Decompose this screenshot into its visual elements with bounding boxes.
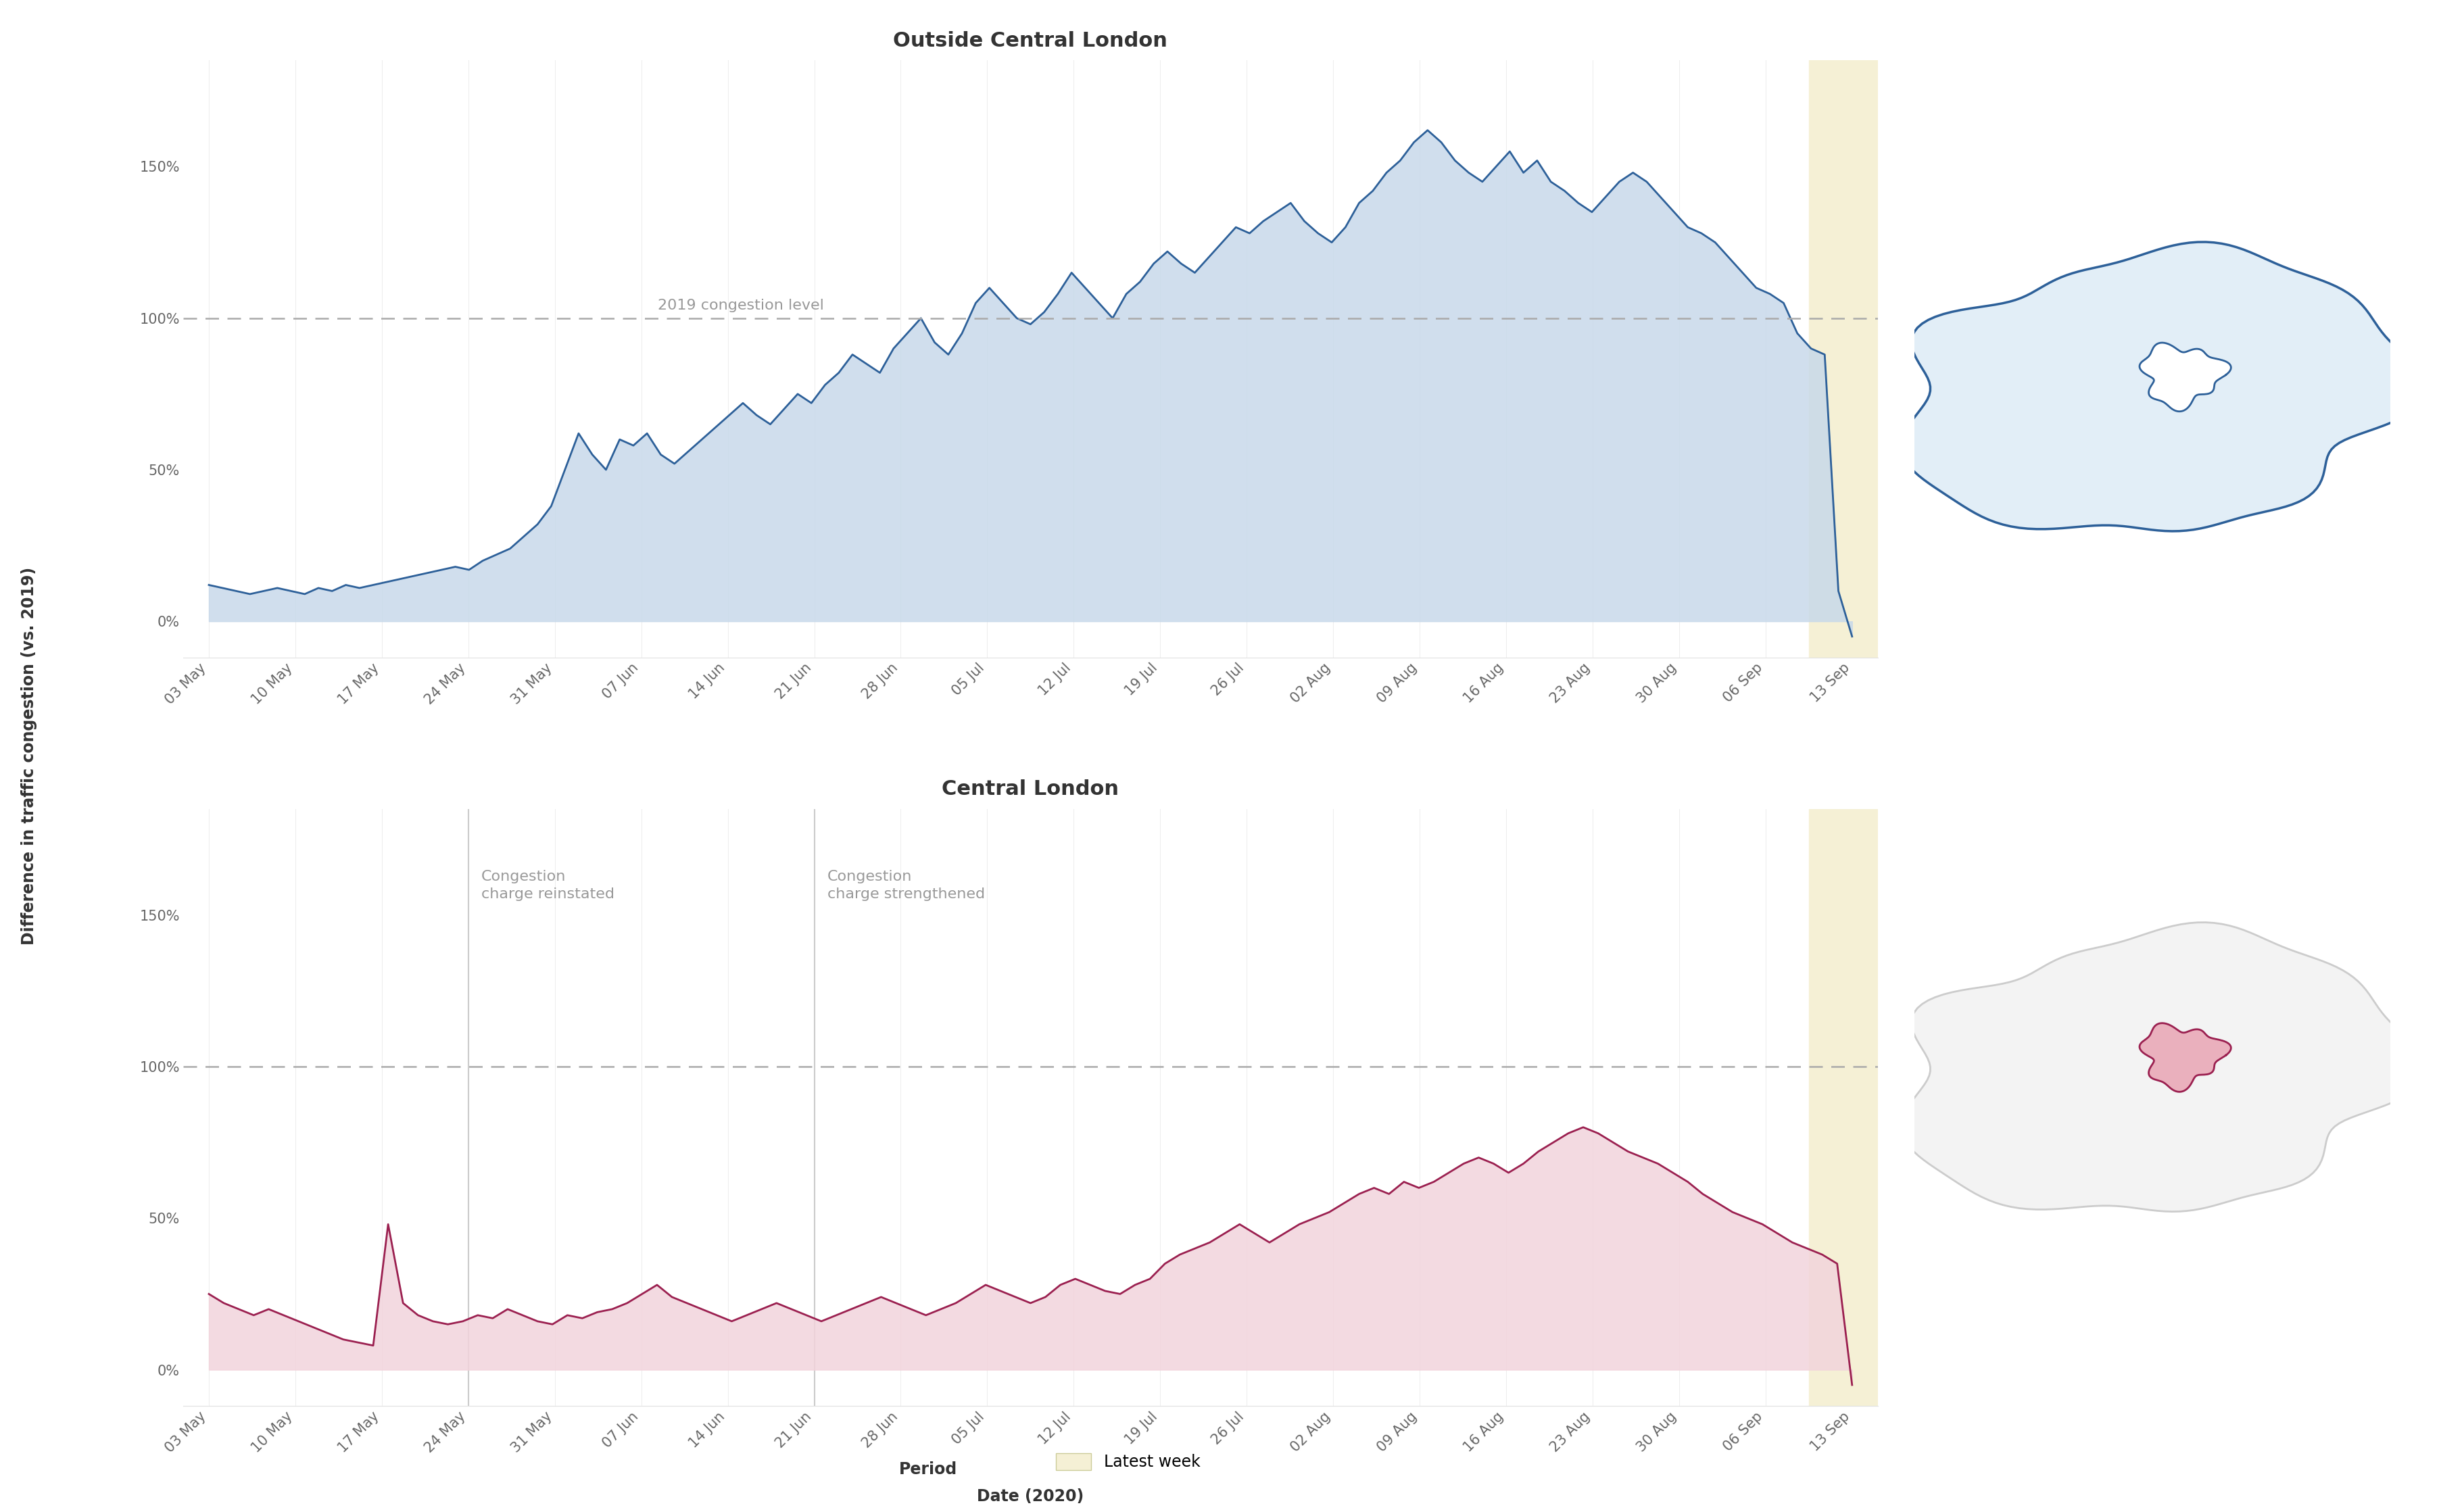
Bar — [1810, 60, 1878, 658]
Polygon shape — [2139, 343, 2232, 411]
Text: Congestion
charge reinstated: Congestion charge reinstated — [480, 869, 615, 901]
Legend: Latest week: Latest week — [1049, 1447, 1207, 1477]
Text: Difference in traffic congestion (vs. 2019): Difference in traffic congestion (vs. 20… — [22, 567, 37, 945]
Title: Outside Central London: Outside Central London — [893, 30, 1168, 50]
Text: 2019 congestion level: 2019 congestion level — [659, 298, 824, 311]
Polygon shape — [1902, 242, 2429, 531]
Polygon shape — [1902, 922, 2429, 1211]
Text: Congestion
charge strengthened: Congestion charge strengthened — [827, 869, 985, 901]
Title: Central London: Central London — [941, 779, 1120, 798]
Polygon shape — [2139, 1024, 2232, 1092]
Text: Date (2020): Date (2020) — [978, 1488, 1083, 1504]
Text: Period: Period — [900, 1462, 956, 1477]
Bar — [1810, 809, 1878, 1406]
